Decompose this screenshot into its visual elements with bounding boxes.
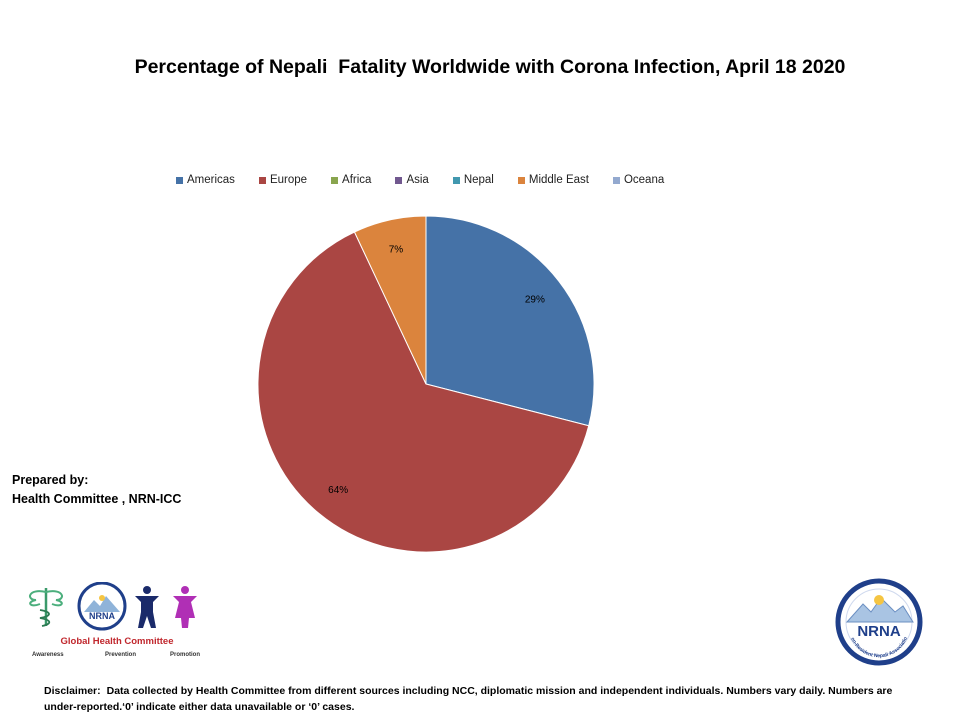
data-label-middle-east: 7% [389, 245, 404, 256]
disclaimer-label: Disclaimer: [44, 685, 101, 697]
legend-swatch [258, 176, 266, 184]
legend-label: Asia [406, 174, 429, 186]
legend-swatch [517, 176, 525, 184]
caduceus-icon [29, 588, 63, 627]
nrna-small-badge: NRNA [77, 582, 127, 631]
svg-text:Prevention: Prevention [105, 652, 136, 658]
legend-label: Oceana [623, 174, 665, 186]
legend-label: Europe [269, 174, 308, 186]
prepared-by: Prepared by: Health Committee , NRN-ICC [12, 471, 181, 509]
legend-swatch [612, 176, 620, 184]
chart-legend: Americas Europe Africa Asia Nepal Middle East… [176, 172, 688, 188]
person-icon-female [173, 586, 197, 628]
global-health-committee-logo: NRNA Global Health Committee Awareness P… [29, 582, 200, 658]
legend-item-americas: Americas [176, 174, 235, 186]
pie-slice-europe [257, 231, 590, 553]
legend-item-middle-east: Middle East [517, 174, 589, 186]
disclaimer: Disclaimer: Data collected by Health Comm… [44, 683, 904, 715]
legend-label: Africa [342, 174, 372, 186]
legend-swatch [395, 176, 403, 184]
svg-text:NRNA: NRNA [857, 623, 900, 640]
legend-item-africa: Africa [331, 174, 371, 186]
legend-item-asia: Asia [395, 174, 429, 186]
prepared-by-label: Prepared by: [12, 473, 89, 487]
prepared-by-org: Health Committee , NRN-ICC [12, 492, 182, 506]
legend-swatch [331, 176, 339, 184]
data-label-europe: 64% [328, 485, 348, 496]
legend-label: Americas [187, 174, 235, 186]
legend-label: Middle East [528, 174, 589, 186]
svg-text:Awareness: Awareness [32, 652, 64, 658]
legend-item-nepal: Nepal [452, 174, 494, 186]
sun-icon [874, 595, 884, 605]
pie-slice-middle-east [353, 215, 427, 385]
svg-text:Promotion: Promotion [170, 652, 200, 658]
svg-text:Global Health Committee: Global Health Committee [61, 636, 174, 647]
disclaimer-text: Data collected by Health Committee from … [44, 685, 893, 713]
nrna-logo: NRNA Non-Resident Nepali Association [833, 578, 923, 666]
person-icon [135, 586, 159, 628]
legend-swatch [176, 176, 183, 184]
legend-item-europe: Europe [258, 174, 308, 186]
data-label-americas: 29% [525, 295, 545, 306]
legend-swatch [452, 176, 460, 184]
legend-label: Nepal [463, 174, 494, 186]
legend-item-oceana: Oceana [612, 174, 665, 186]
chart-title: Percentage of Nepali Fatality Worldwide … [134, 56, 846, 78]
svg-text:NRNA: NRNA [89, 611, 115, 621]
pie-slice-americas [425, 215, 595, 427]
